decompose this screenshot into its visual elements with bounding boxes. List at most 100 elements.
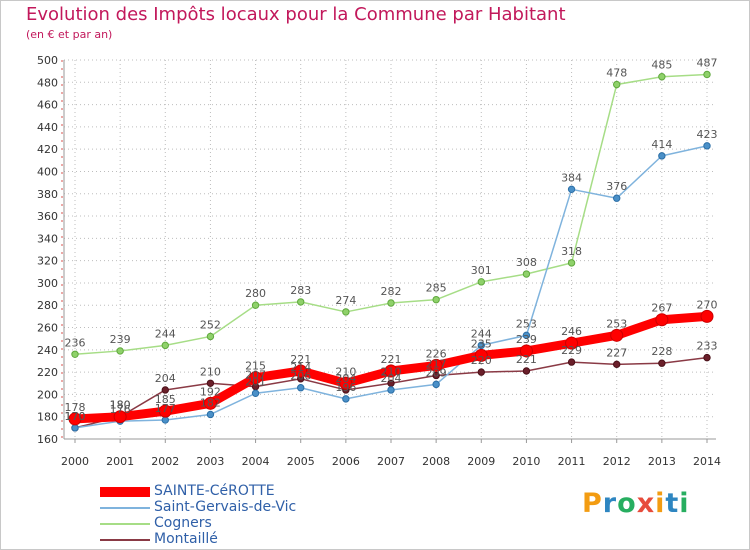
data-label-cogners-2000: 236 xyxy=(65,336,86,349)
data-label-sainte-cerotte-2008: 226 xyxy=(426,347,447,360)
data-label-sainte-cerotte-2003: 192 xyxy=(200,385,221,398)
data-label-montaille-2009: 220 xyxy=(471,354,492,367)
data-point-cogners-2002 xyxy=(161,341,169,350)
axis-layer: 160 180 200 220 240 260 280 300 320 340 360 380 400 4… xyxy=(37,54,721,468)
data-point-sainte-cerotte-2002 xyxy=(158,404,172,418)
data-point-sainte-cerotte-2005 xyxy=(294,364,308,378)
y-tick-label-380: 380 xyxy=(37,188,58,201)
data-point-saint-gervais-de-vic-2000 xyxy=(71,424,79,432)
data-point-montaille-2014 xyxy=(703,353,711,362)
x-tick-label-2004: 2004 xyxy=(242,455,270,468)
data-point-cogners-2008 xyxy=(432,295,440,304)
data-point-cogners-2001 xyxy=(116,347,124,355)
data-label-saint-gervais-de-vic-2009: 244 xyxy=(471,327,492,340)
data-point-montaille-2011 xyxy=(567,358,576,366)
data-label-montaille-2005: 214 xyxy=(290,361,311,374)
data-point-cogners-2012 xyxy=(613,80,621,89)
data-label-saint-gervais-de-vic-2002: 177 xyxy=(155,402,176,415)
data-point-saint-gervais-de-vic-2003 xyxy=(206,410,215,419)
y-tick-label-280: 280 xyxy=(37,299,58,312)
data-label-sainte-cerotte-2004: 215 xyxy=(245,360,266,373)
data-point-montaille-2010 xyxy=(522,367,531,375)
x-tick-label-2014: 2014 xyxy=(693,455,721,468)
data-label-sainte-cerotte-2010: 239 xyxy=(516,333,537,346)
data-label-saint-gervais-de-vic-2014: 423 xyxy=(697,128,718,141)
data-label-saint-gervais-de-vic-2012: 376 xyxy=(606,180,627,193)
data-label-montaille-2002: 204 xyxy=(155,372,176,385)
x-tick-label-2005: 2005 xyxy=(287,455,315,468)
y-tick-label-480: 480 xyxy=(37,76,58,89)
data-point-sainte-cerotte-2013 xyxy=(655,313,669,327)
data-label-saint-gervais-de-vic-2003: 182 xyxy=(200,396,221,409)
data-point-cogners-2010 xyxy=(522,270,531,278)
data-point-sainte-cerotte-2014 xyxy=(700,309,714,323)
y-tick-label-420: 420 xyxy=(37,143,58,156)
legend-swatch-sainte-cerotte xyxy=(100,487,150,497)
data-label-saint-gervais-de-vic-2008: 209 xyxy=(426,366,447,379)
data-point-cogners-2009 xyxy=(477,278,485,286)
data-point-saint-gervais-de-vic-2008 xyxy=(432,380,440,389)
x-tick-label-2010: 2010 xyxy=(512,455,540,468)
legend: SAINTE-CéROTTE Saint-Gervais-de-Vic Cogn… xyxy=(100,483,360,548)
data-point-montaille-2008 xyxy=(432,371,440,380)
y-tick-label-300: 300 xyxy=(37,277,58,290)
data-point-saint-gervais-de-vic-2014 xyxy=(703,142,711,150)
x-tick-label-2008: 2008 xyxy=(422,455,450,468)
legend-swatch-montaille xyxy=(100,539,150,541)
data-label-montaille-2014: 233 xyxy=(697,340,718,353)
y-tick-label-200: 200 xyxy=(37,388,58,401)
data-point-sainte-cerotte-2009 xyxy=(474,348,488,362)
data-point-sainte-cerotte-2008 xyxy=(429,358,443,372)
series-montaille xyxy=(71,353,711,432)
y-tick-label-220: 220 xyxy=(37,366,58,379)
legend-item-montaille: Montaillé xyxy=(100,531,360,548)
data-label-montaille-2011: 229 xyxy=(561,344,582,357)
x-tick-label-2011: 2011 xyxy=(558,455,586,468)
data-point-sainte-cerotte-2000 xyxy=(68,412,82,426)
x-tick-label-2006: 2006 xyxy=(332,455,360,468)
data-point-saint-gervais-de-vic-2005 xyxy=(297,384,305,392)
data-label-cogners-2013: 485 xyxy=(651,59,672,72)
data-label-cogners-2014: 487 xyxy=(697,56,718,69)
data-label-cogners-2008: 285 xyxy=(426,282,447,295)
data-label-sainte-cerotte-2011: 246 xyxy=(561,325,582,338)
data-point-montaille-2009 xyxy=(477,368,485,376)
x-tick-label-2000: 2000 xyxy=(61,455,89,468)
data-point-saint-gervais-de-vic-2009 xyxy=(477,341,485,350)
data-label-cogners-2001: 239 xyxy=(110,333,131,346)
x-tick-label-2012: 2012 xyxy=(603,455,631,468)
data-point-saint-gervais-de-vic-2002 xyxy=(161,416,169,424)
x-tick-label-2013: 2013 xyxy=(648,455,676,468)
y-tick-label-460: 460 xyxy=(37,99,58,112)
data-label-sainte-cerotte-2012: 253 xyxy=(606,317,627,330)
data-point-montaille-2013 xyxy=(658,359,666,367)
legend-swatch-saint-gervais-de-vic xyxy=(100,507,150,509)
x-tick-label-2003: 2003 xyxy=(196,455,224,468)
data-point-sainte-cerotte-2006 xyxy=(339,376,353,390)
y-tick-label-400: 400 xyxy=(37,165,58,178)
legend-item-sainte-cerotte: SAINTE-CéROTTE xyxy=(100,483,360,500)
data-label-montaille-2010: 221 xyxy=(516,353,537,366)
data-point-saint-gervais-de-vic-2004 xyxy=(251,389,260,397)
data-point-sainte-cerotte-2007 xyxy=(384,364,398,378)
series-cogners xyxy=(71,70,711,358)
data-label-montaille-2001: 180 xyxy=(110,399,131,412)
data-point-sainte-cerotte-2001 xyxy=(113,410,127,424)
data-label-sainte-cerotte-2005: 221 xyxy=(290,353,311,366)
x-tick-label-2007: 2007 xyxy=(377,455,405,468)
data-label-montaille-2003: 210 xyxy=(200,365,221,378)
data-point-saint-gervais-de-vic-2010 xyxy=(522,331,531,340)
data-point-saint-gervais-de-vic-2012 xyxy=(613,194,621,202)
proxiti-logo: Proxiti xyxy=(582,488,690,519)
legend-label-montaille: Montaillé xyxy=(154,531,218,547)
data-point-cogners-2003 xyxy=(206,332,215,341)
data-point-cogners-2004 xyxy=(251,301,260,309)
data-label-sainte-cerotte-2013: 267 xyxy=(651,302,672,315)
data-label-sainte-cerotte-2009: 235 xyxy=(471,337,492,350)
data-label-montaille-2012: 227 xyxy=(606,346,627,359)
legend-item-saint-gervais-de-vic: Saint-Gervais-de-Vic xyxy=(100,499,360,516)
data-point-cogners-2013 xyxy=(658,73,666,81)
x-tick-label-2002: 2002 xyxy=(151,455,179,468)
